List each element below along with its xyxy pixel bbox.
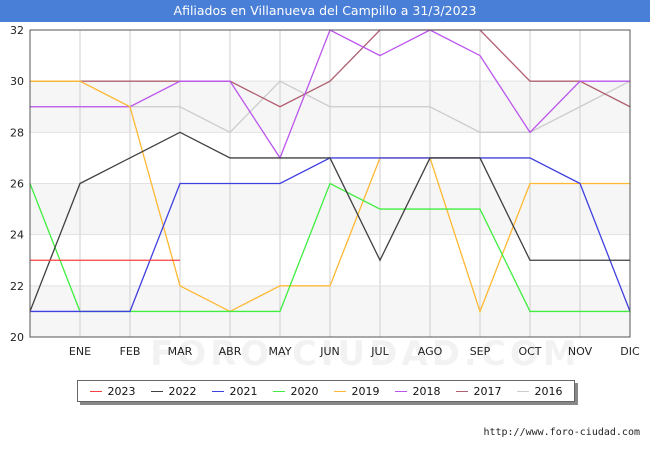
- legend-label: 2020: [290, 384, 319, 398]
- y-tick-label: 28: [10, 126, 24, 139]
- y-tick-label: 24: [10, 229, 24, 242]
- tick-labels: 20 22 24 26 28 30 32 ENE FEB MAR ABR MAY JUN JUL AGO SE…: [10, 24, 640, 358]
- legend-label: 2023: [107, 384, 136, 398]
- x-tick-label: JUL: [370, 345, 389, 358]
- plot-border: [29, 29, 631, 338]
- legend-item-2020: 2020: [272, 384, 319, 398]
- x-tick-label: MAR: [168, 345, 193, 358]
- legend-label: 2016: [534, 384, 563, 398]
- legend-item-2018: 2018: [394, 384, 441, 398]
- legend-item-2021: 2021: [211, 384, 258, 398]
- x-tick-label: DIC: [620, 345, 640, 358]
- legend-swatch: [150, 390, 163, 392]
- legend-swatch: [333, 390, 346, 392]
- x-tick-label: ENE: [69, 345, 91, 358]
- legend: 2023 2022 2021 2020 2019 2018 2017 2016: [77, 380, 575, 402]
- source-url: http://www.foro-ciudad.com: [483, 427, 640, 438]
- x-tick-label: JUN: [319, 345, 340, 358]
- series-line-2019: [30, 80, 630, 314]
- legend-label: 2022: [168, 384, 197, 398]
- legend-swatch: [516, 390, 529, 392]
- y-tick-label: 22: [10, 280, 24, 293]
- legend-label: 2021: [229, 384, 258, 398]
- x-tick-label: AGO: [418, 345, 443, 358]
- legend-swatch: [211, 390, 224, 392]
- series-line-2022: [29, 131, 630, 312]
- y-tick-label: 30: [10, 75, 24, 88]
- legend-item-2023: 2023: [89, 384, 136, 398]
- legend-swatch: [455, 390, 468, 392]
- x-tick-label: OCT: [518, 345, 541, 358]
- y-tick-label: 32: [10, 24, 24, 37]
- legend-swatch: [89, 390, 102, 392]
- legend-swatch: [272, 390, 285, 392]
- legend-swatch: [394, 390, 407, 392]
- y-tick-label: 20: [10, 331, 24, 344]
- x-tick-label: FEB: [120, 345, 141, 358]
- legend-item-2017: 2017: [455, 384, 502, 398]
- series-line-2017: [30, 29, 631, 108]
- x-tick-label: SEP: [470, 345, 491, 358]
- legend-label: 2018: [412, 384, 441, 398]
- axes: [29, 29, 631, 338]
- chart-title: Afiliados en Villanueva del Campillo a 3…: [0, 0, 650, 22]
- x-tick-label: NOV: [568, 345, 593, 358]
- y-tick-label: 26: [10, 178, 24, 191]
- legend-item-2019: 2019: [333, 384, 380, 398]
- legend-item-2016: 2016: [516, 384, 563, 398]
- legend-label: 2019: [351, 384, 380, 398]
- legend-label: 2017: [473, 384, 502, 398]
- legend-item-2022: 2022: [150, 384, 197, 398]
- x-tick-label: MAY: [269, 345, 292, 358]
- x-tick-label: ABR: [219, 345, 242, 358]
